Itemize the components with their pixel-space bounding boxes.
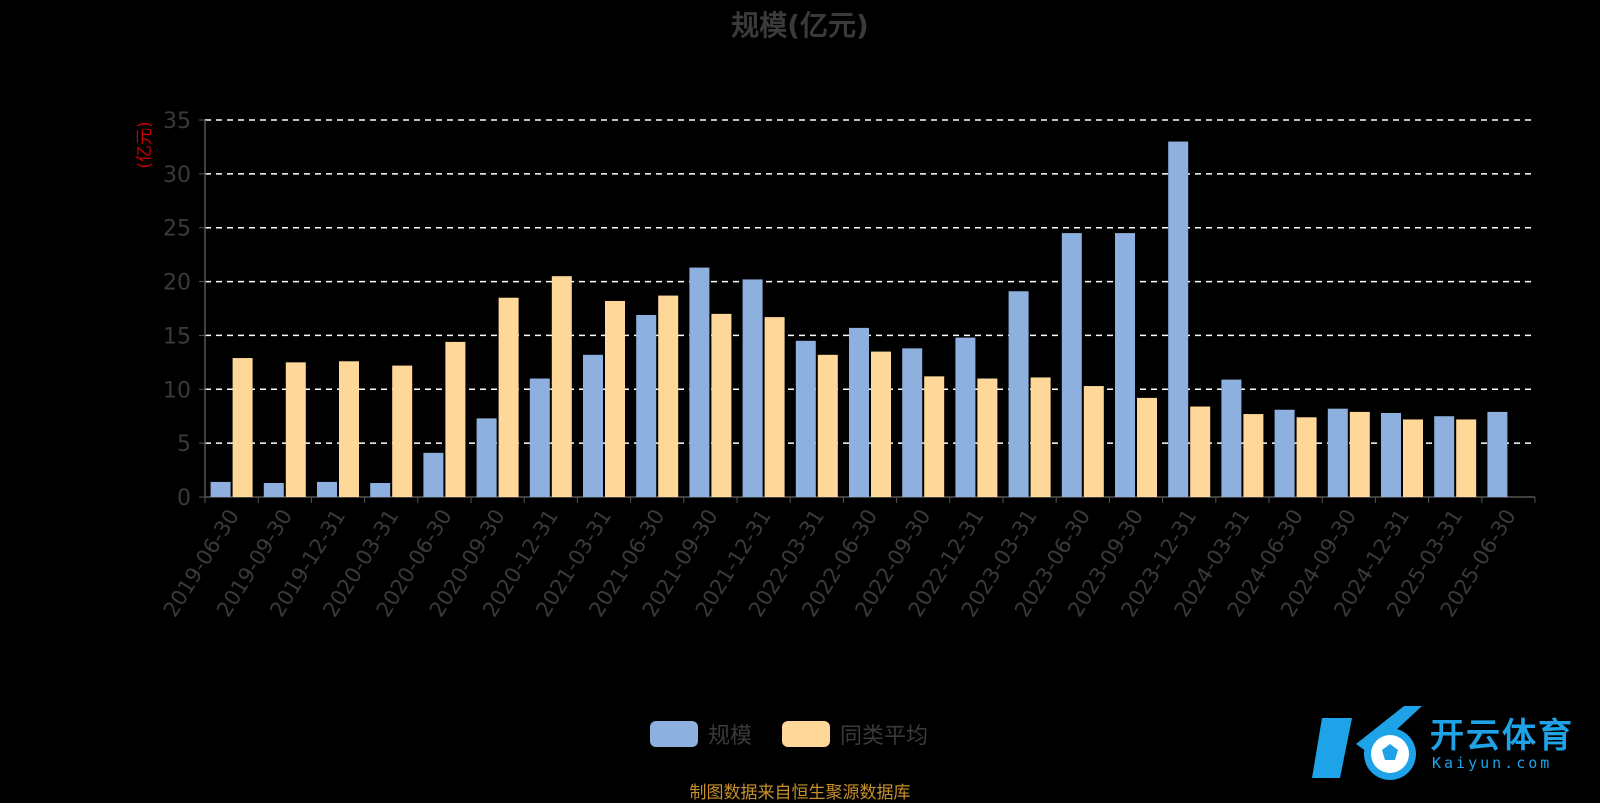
bar-category-avg bbox=[977, 378, 998, 497]
logo-domain: Kaiyun.com bbox=[1432, 754, 1553, 772]
bar-category-avg bbox=[764, 317, 785, 497]
bar-category-avg bbox=[1083, 386, 1104, 497]
bar-category-avg bbox=[392, 365, 413, 497]
bar-scale bbox=[1168, 141, 1189, 498]
bar-scale bbox=[1434, 416, 1455, 497]
legend-label-category-avg: 同类平均 bbox=[840, 724, 929, 749]
bar-scale bbox=[1221, 379, 1242, 497]
bar-category-avg bbox=[498, 297, 519, 497]
bar-scale bbox=[1487, 411, 1508, 497]
bar-scale bbox=[1274, 409, 1295, 497]
chart-title: 规模(亿元) bbox=[731, 9, 869, 42]
bar-scale bbox=[902, 348, 923, 497]
y-axis-label: (亿元) bbox=[135, 121, 155, 168]
bar-scale bbox=[263, 482, 284, 497]
bar-category-avg bbox=[1137, 397, 1157, 497]
bar-scale bbox=[1381, 412, 1401, 497]
bar-scale bbox=[1061, 233, 1082, 497]
bar-category-avg bbox=[605, 300, 625, 497]
bar-category-avg bbox=[1403, 419, 1423, 497]
legend: 规模 同类平均 bbox=[650, 718, 948, 750]
bar-scale bbox=[423, 452, 444, 497]
bar-scale bbox=[476, 418, 497, 497]
ball-logo-icon bbox=[1312, 706, 1422, 780]
bar-scale bbox=[529, 378, 550, 497]
brand-logo: 开云体育 Kaiyun.com bbox=[1312, 698, 1592, 788]
y-tick-label: 10 bbox=[163, 378, 191, 403]
bar-scale bbox=[210, 481, 231, 497]
bar-category-avg bbox=[1030, 377, 1051, 497]
bar-scale bbox=[742, 279, 763, 497]
bar-scale bbox=[370, 482, 391, 497]
legend-label-scale: 规模 bbox=[708, 724, 753, 749]
data-source-note: 制图数据来自恒生聚源数据库 bbox=[689, 783, 911, 803]
bar-category-avg bbox=[1349, 411, 1370, 497]
bar-category-avg bbox=[1296, 417, 1317, 497]
bar-category-avg bbox=[711, 313, 732, 497]
bar-category-avg bbox=[551, 276, 572, 497]
bar-category-avg bbox=[871, 351, 891, 497]
bar-scale bbox=[689, 267, 710, 497]
bar-scale bbox=[955, 337, 976, 497]
bar-category-avg bbox=[232, 358, 253, 497]
bar-scale bbox=[583, 354, 603, 497]
y-tick-label: 30 bbox=[163, 163, 191, 188]
bar-scale bbox=[795, 340, 816, 497]
y-tick-label: 0 bbox=[177, 486, 191, 511]
legend-item-scale[interactable]: 规模 bbox=[650, 718, 752, 750]
bar-scale bbox=[317, 481, 337, 497]
y-tick-label: 15 bbox=[163, 324, 191, 349]
bar-category-avg bbox=[339, 361, 359, 497]
bar-scale bbox=[1327, 408, 1348, 497]
bar-scale bbox=[636, 314, 657, 497]
bar-category-avg bbox=[1190, 406, 1211, 497]
bar-scale bbox=[849, 327, 869, 497]
bar-category-avg bbox=[1456, 419, 1477, 497]
bar-category-avg bbox=[924, 376, 945, 497]
y-tick-label: 20 bbox=[163, 271, 191, 296]
bar-category-avg bbox=[285, 362, 306, 497]
y-tick-label: 25 bbox=[163, 217, 191, 242]
y-tick-label: 35 bbox=[163, 109, 191, 134]
y-tick-label: 5 bbox=[177, 432, 191, 457]
bar-category-avg bbox=[445, 341, 466, 497]
legend-item-category-avg[interactable]: 同类平均 bbox=[782, 718, 928, 750]
bar-scale bbox=[1008, 291, 1029, 497]
bar-scale bbox=[1115, 233, 1135, 497]
bar-category-avg bbox=[1243, 414, 1264, 497]
legend-swatch-category-avg bbox=[782, 721, 831, 747]
bar-category-avg bbox=[817, 354, 838, 497]
legend-swatch-scale bbox=[650, 721, 698, 747]
bar-category-avg bbox=[658, 295, 679, 497]
logo-text: 开云体育 bbox=[1430, 716, 1574, 756]
